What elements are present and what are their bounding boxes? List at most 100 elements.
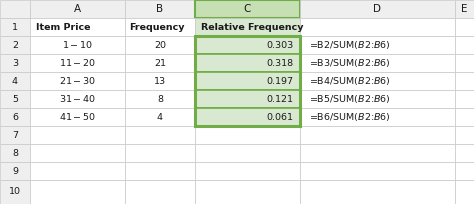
Text: D: D [374, 4, 382, 14]
Bar [0, 90, 30, 108]
Text: 0.318: 0.318 [266, 59, 294, 68]
Bar [195, 126, 300, 144]
Text: 4: 4 [12, 76, 18, 85]
Text: 10: 10 [9, 187, 21, 196]
Bar [455, 72, 474, 90]
Bar [30, 162, 125, 180]
Text: =B6/SUM($B$2:$B$6): =B6/SUM($B$2:$B$6) [310, 111, 391, 123]
Text: 4: 4 [157, 112, 163, 122]
Bar [0, 180, 30, 204]
Text: Frequency: Frequency [129, 22, 185, 31]
Bar [300, 0, 455, 18]
Bar [30, 18, 125, 36]
Text: Relative Frequency: Relative Frequency [201, 22, 304, 31]
Text: 3: 3 [12, 59, 18, 68]
Bar [125, 126, 195, 144]
Bar [30, 54, 125, 72]
Bar [30, 126, 125, 144]
Bar [455, 0, 474, 18]
Bar [125, 36, 195, 54]
Bar [300, 144, 455, 162]
Bar [0, 0, 30, 18]
Bar [0, 126, 30, 144]
Text: $21 - $30: $21 - $30 [59, 75, 96, 86]
Bar [455, 54, 474, 72]
Text: 2: 2 [12, 41, 18, 50]
Bar [300, 108, 455, 126]
Bar [30, 36, 125, 54]
Text: 20: 20 [154, 41, 166, 50]
Text: 8: 8 [12, 149, 18, 157]
Bar [195, 162, 300, 180]
Bar [195, 36, 300, 54]
Bar [300, 90, 455, 108]
Text: 0.061: 0.061 [267, 112, 294, 122]
Bar [300, 162, 455, 180]
Bar [125, 54, 195, 72]
Text: 9: 9 [12, 166, 18, 175]
Text: 13: 13 [154, 76, 166, 85]
Text: A: A [74, 4, 81, 14]
Text: 6: 6 [12, 112, 18, 122]
Text: =B5/SUM($B$2:$B$6): =B5/SUM($B$2:$B$6) [310, 93, 391, 105]
Text: 21: 21 [154, 59, 166, 68]
Bar [455, 18, 474, 36]
Text: $41 - $50: $41 - $50 [59, 112, 96, 122]
Bar [195, 18, 300, 36]
Bar [30, 180, 125, 204]
Bar [125, 180, 195, 204]
Bar [125, 162, 195, 180]
Bar [195, 180, 300, 204]
Text: =B3/SUM($B$2:$B$6): =B3/SUM($B$2:$B$6) [310, 57, 391, 69]
Bar [300, 18, 455, 36]
Bar [455, 126, 474, 144]
Text: Item Price: Item Price [36, 22, 90, 31]
Text: =B4/SUM($B$2:$B$6): =B4/SUM($B$2:$B$6) [310, 75, 391, 87]
Bar [455, 180, 474, 204]
Text: 0.121: 0.121 [267, 94, 294, 103]
Bar [0, 108, 30, 126]
Bar [125, 72, 195, 90]
Bar [455, 162, 474, 180]
Text: $31 - $40: $31 - $40 [59, 93, 96, 104]
Bar [125, 0, 195, 18]
Bar [195, 90, 300, 108]
Bar [0, 72, 30, 90]
Bar [125, 108, 195, 126]
Bar [30, 72, 125, 90]
Bar [0, 54, 30, 72]
Bar [195, 72, 300, 90]
Bar [0, 144, 30, 162]
Bar [455, 108, 474, 126]
Bar [30, 90, 125, 108]
Bar [195, 54, 300, 72]
Bar [300, 36, 455, 54]
Bar [195, 36, 300, 126]
Bar [0, 36, 30, 54]
Bar [30, 108, 125, 126]
Text: E: E [461, 4, 468, 14]
Bar [455, 144, 474, 162]
Bar [0, 18, 30, 36]
Bar [300, 180, 455, 204]
Bar [30, 0, 125, 18]
Bar [195, 0, 300, 18]
Text: 5: 5 [12, 94, 18, 103]
Bar [0, 162, 30, 180]
Text: 0.303: 0.303 [266, 41, 294, 50]
Text: 8: 8 [157, 94, 163, 103]
Bar [300, 72, 455, 90]
Text: $11 - $20: $11 - $20 [59, 58, 96, 69]
Bar [30, 144, 125, 162]
Bar [300, 126, 455, 144]
Bar [455, 36, 474, 54]
Bar [195, 144, 300, 162]
Bar [125, 144, 195, 162]
Bar [300, 54, 455, 72]
Text: 1: 1 [12, 22, 18, 31]
Bar [455, 90, 474, 108]
Text: 7: 7 [12, 131, 18, 140]
Text: $1 - $10: $1 - $10 [62, 40, 93, 51]
Text: B: B [156, 4, 164, 14]
Text: 0.197: 0.197 [267, 76, 294, 85]
